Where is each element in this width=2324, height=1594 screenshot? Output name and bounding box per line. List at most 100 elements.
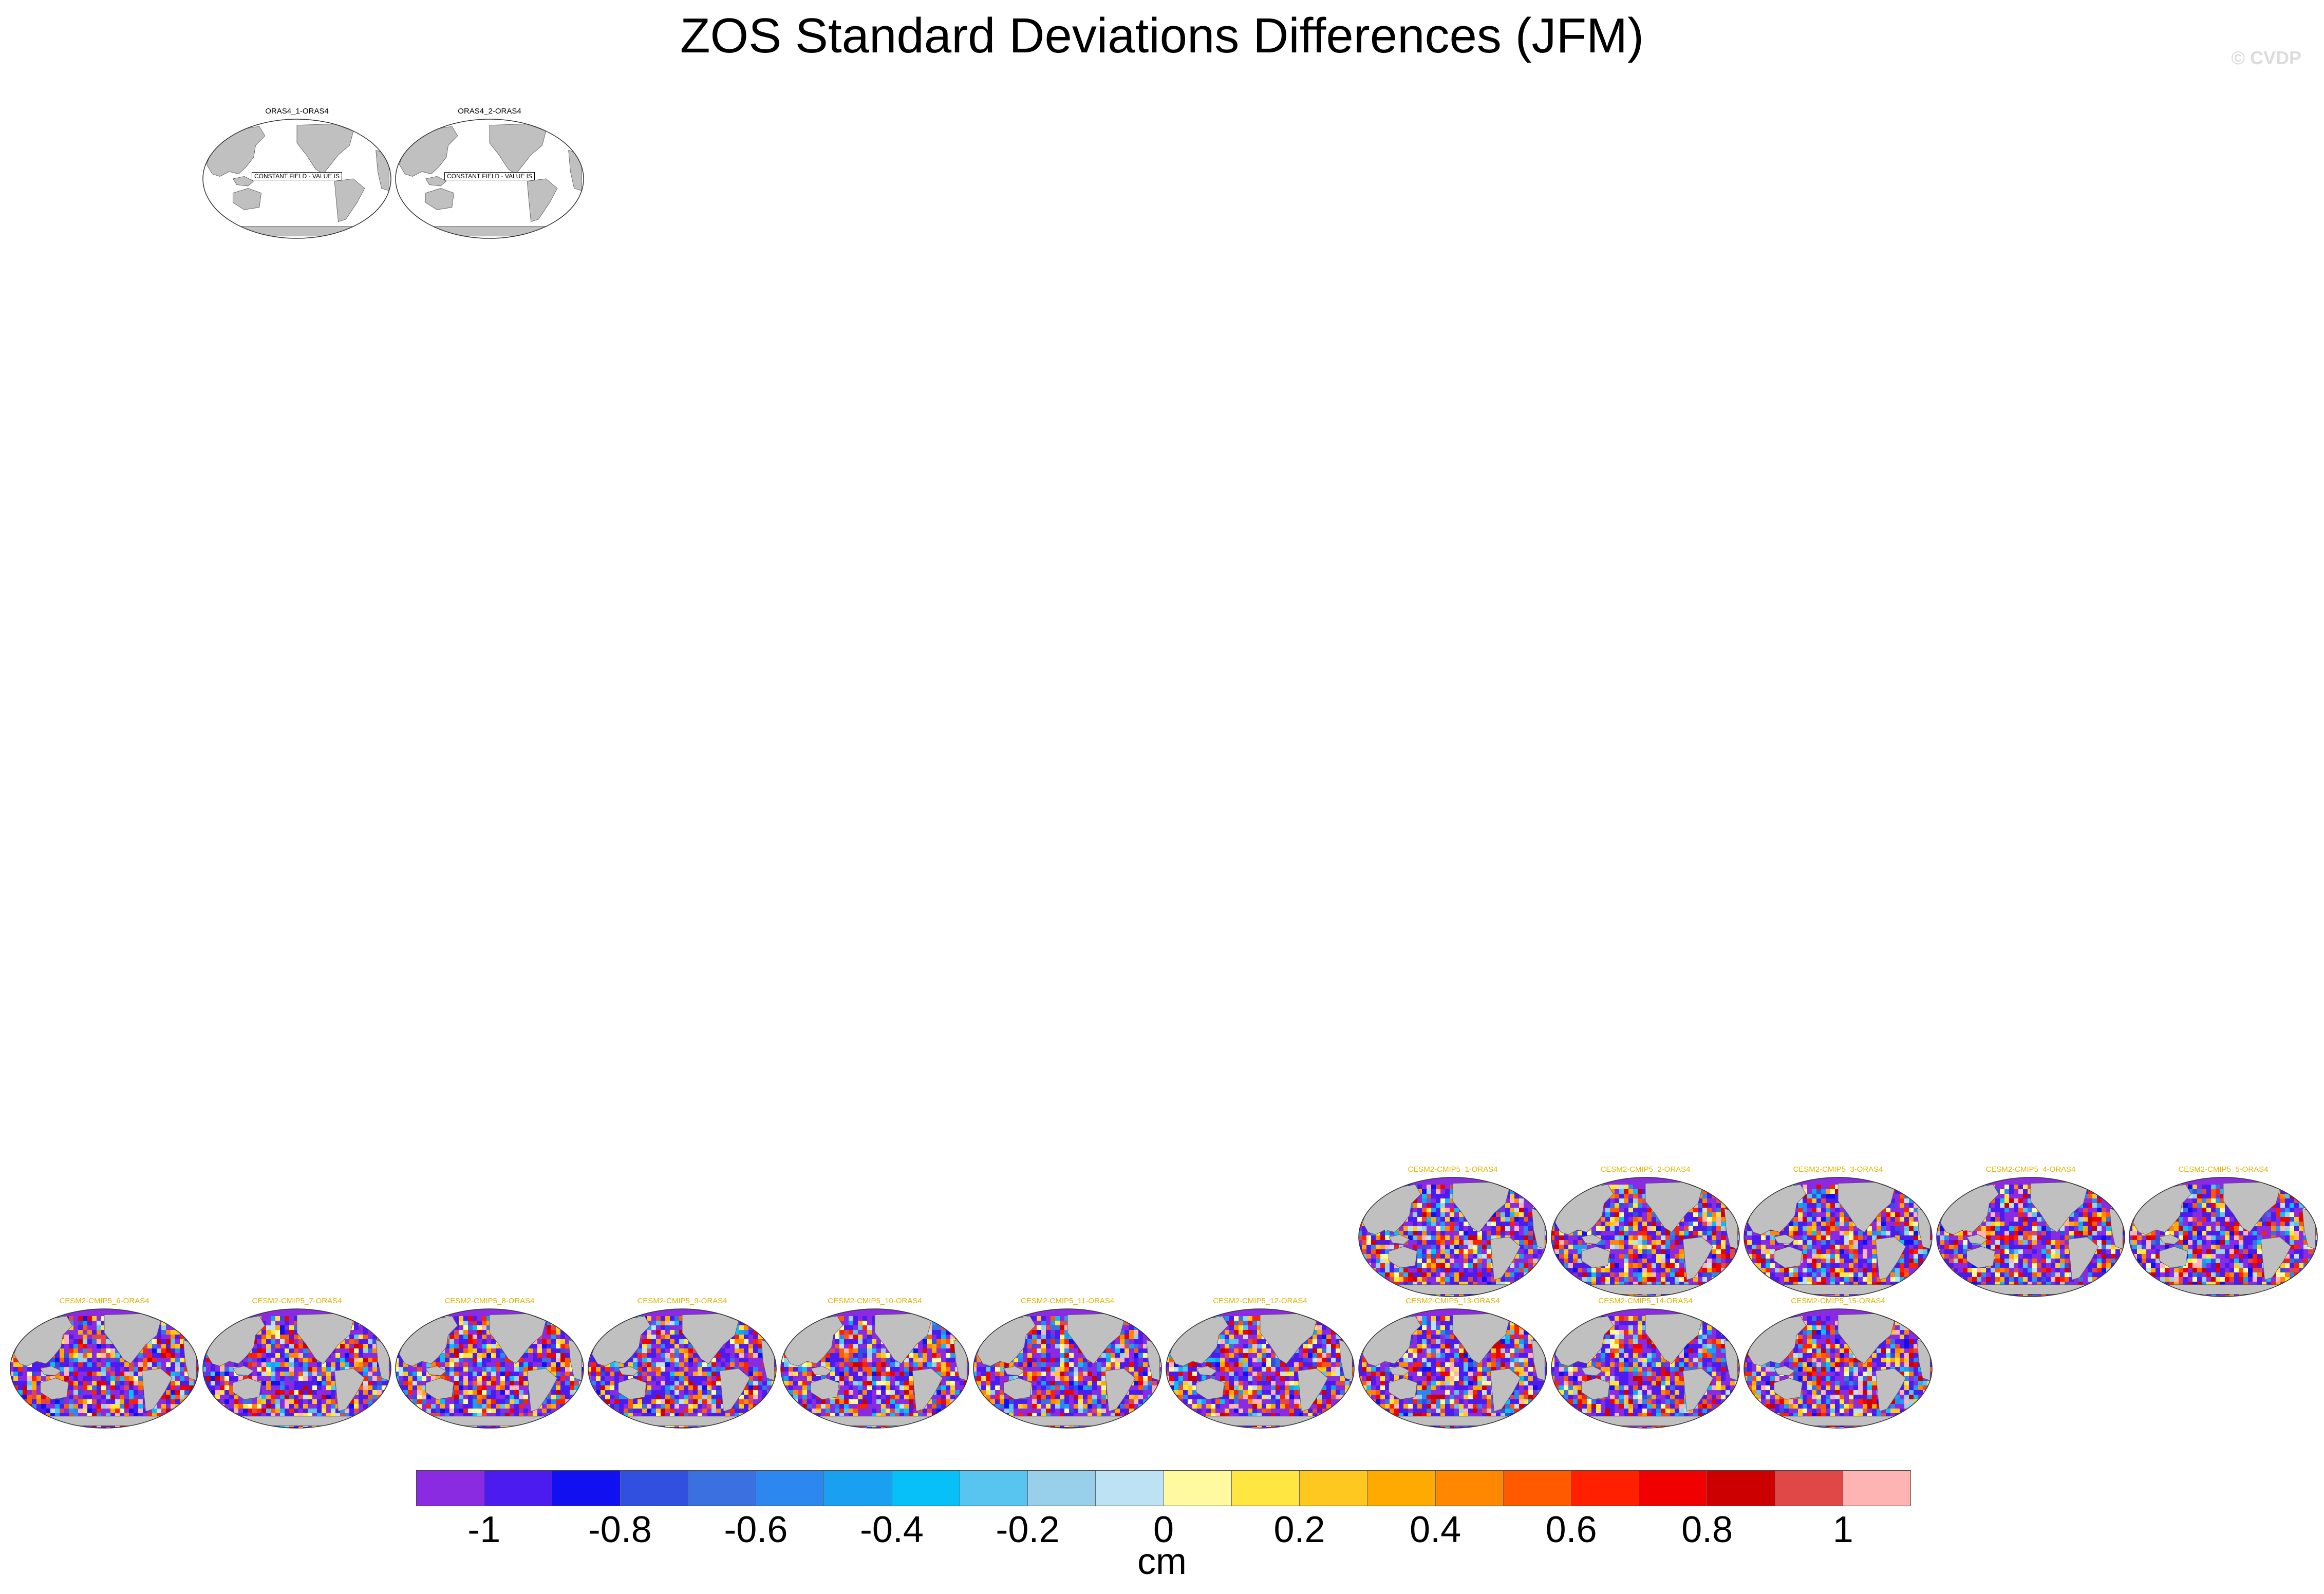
field-cell: [1468, 1259, 1473, 1263]
field-cell: [1642, 1198, 1647, 1203]
field-cell: [2097, 1217, 2102, 1222]
field-cell: [2018, 1277, 2023, 1282]
field-cell: [1359, 1194, 1362, 1198]
field-cell: [1770, 1286, 1775, 1291]
field-cell: [1904, 1231, 1909, 1235]
field-cell: [1477, 1282, 1482, 1286]
field-cell: [1610, 1222, 1615, 1226]
field-cell: [2074, 1226, 2078, 1231]
field-cell: [2317, 1175, 2319, 1180]
field-cell: [2000, 1263, 2004, 1268]
field-cell: [1766, 1249, 1770, 1254]
field-cell: [1638, 1235, 1642, 1240]
field-cell: [1656, 1254, 1661, 1259]
field-cell: [2046, 1272, 2051, 1277]
field-cell: [1538, 1194, 1542, 1198]
field-cell: [1944, 1235, 1949, 1240]
field-cell: [1972, 1231, 1977, 1235]
field-cell: [1568, 1268, 1573, 1272]
field-cell: [1849, 1240, 1853, 1245]
field-cell: [1638, 1254, 1642, 1259]
field-cell: [1784, 1226, 1789, 1231]
field-cell: [2004, 1254, 2009, 1259]
field-cell: [1473, 1259, 1477, 1263]
field-cell: [1981, 1231, 1986, 1235]
field-cell: [1949, 1296, 1954, 1297]
field-cell: [1638, 1198, 1642, 1203]
field-cell: [1605, 1245, 1610, 1249]
field-cell: [1376, 1249, 1380, 1254]
field-cell: [1408, 1291, 1413, 1296]
field-cell: [1519, 1286, 1524, 1291]
field-cell: [2137, 1185, 2142, 1189]
field-cell: [1826, 1203, 1830, 1208]
field-cell: [1807, 1185, 1812, 1189]
field-cell: [1793, 1245, 1798, 1249]
field-cell: [1551, 1180, 1554, 1185]
field-cell: [2125, 1217, 2126, 1222]
landmass: [1894, 1179, 1910, 1189]
field-cell: [1440, 1263, 1445, 1268]
field-cell: [1403, 1282, 1408, 1286]
field-cell: [2032, 1235, 2037, 1240]
field-cell: [2032, 1268, 2037, 1272]
field-cell: [1972, 1180, 1977, 1185]
field-cell: [1638, 1217, 1642, 1222]
field-cell: [2137, 1189, 2142, 1194]
field-cell: [1914, 1277, 1918, 1282]
field-cell: [1647, 1212, 1652, 1217]
field-cell: [1554, 1185, 1559, 1189]
field-cell: [1638, 1282, 1642, 1286]
field-cell: [2060, 1240, 2065, 1245]
field-cell: [1390, 1177, 1394, 1180]
field-cell: [1362, 1231, 1366, 1235]
field-cell: [1538, 1282, 1542, 1286]
field-cell: [2097, 1282, 2102, 1286]
field-cell: [1656, 1235, 1661, 1240]
field-cell: [1867, 1263, 1872, 1268]
field-cell: [2220, 1203, 2225, 1208]
field-cell: [2290, 1180, 2294, 1185]
field-cell: [1986, 1231, 1991, 1235]
field-cell: [2037, 1249, 2041, 1254]
field-cell: [1505, 1226, 1510, 1231]
field-cell: [2106, 1177, 2111, 1180]
field-cell: [1789, 1177, 1793, 1180]
field-cell: [2009, 1208, 2014, 1212]
field-cell: [1371, 1291, 1376, 1296]
field-cell: [1835, 1272, 1840, 1277]
field-cell: [1949, 1263, 1954, 1268]
field-cell: [1904, 1245, 1909, 1249]
field-cell: [1689, 1208, 1693, 1212]
field-cell: [1459, 1245, 1464, 1249]
field-cell: [1436, 1189, 1440, 1194]
field-cell: [1399, 1268, 1403, 1272]
field-cell: [1712, 1249, 1716, 1254]
field-cell: [1519, 1240, 1524, 1245]
field-cell: [1721, 1245, 1726, 1249]
field-cell: [1366, 1198, 1371, 1203]
field-cell: [1716, 1231, 1721, 1235]
field-cell: [1610, 1240, 1615, 1245]
field-cell: [1761, 1259, 1766, 1263]
field-cell: [1652, 1254, 1656, 1259]
field-cell: [1826, 1272, 1830, 1277]
field-cell: [1459, 1222, 1464, 1226]
field-cell: [1628, 1277, 1633, 1282]
field-cell: [2169, 1180, 2174, 1185]
field-cell: [1399, 1226, 1403, 1231]
field-cell: [1638, 1268, 1642, 1272]
field-cell: [2037, 1245, 2041, 1249]
field-cell: [2280, 1194, 2285, 1198]
field-cell: [1803, 1185, 1807, 1189]
field-cell: [1761, 1291, 1766, 1296]
field-cell: [2069, 1277, 2074, 1282]
field-cell: [1918, 1254, 1923, 1259]
field-cell: [1619, 1222, 1624, 1226]
field-cell: [2009, 1240, 2014, 1245]
field-cell: [1551, 1259, 1554, 1263]
field-cell: [2083, 1272, 2088, 1277]
field-cell: [1542, 1272, 1547, 1277]
field-cell: [1454, 1277, 1459, 1282]
field-cell: [1937, 1235, 1940, 1240]
